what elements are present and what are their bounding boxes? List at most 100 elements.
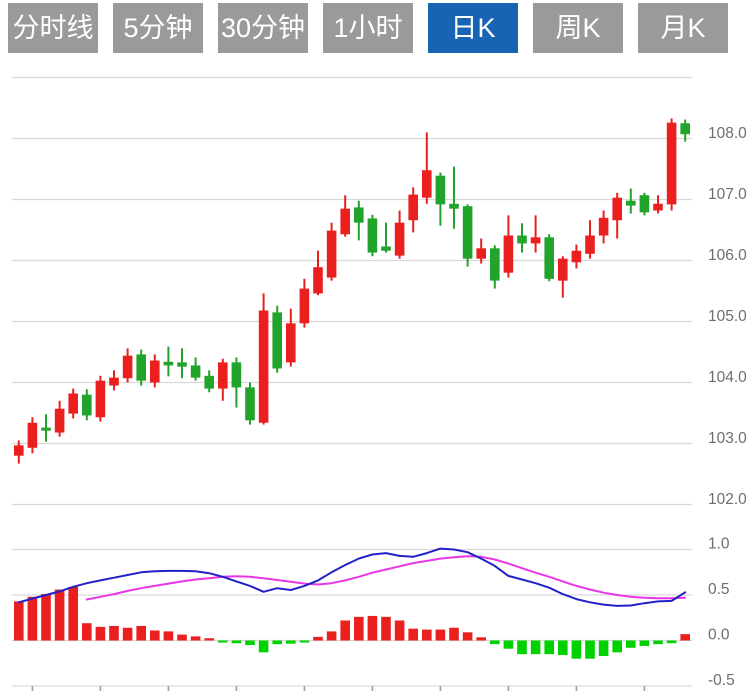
candle-body (449, 203, 459, 209)
candle-body (598, 217, 609, 236)
candle-wick (425, 132, 428, 204)
tab-30min[interactable]: 30分钟 (218, 3, 308, 53)
macd-bar (666, 640, 677, 644)
candle-body (585, 235, 595, 254)
macd-bar (14, 601, 24, 641)
macd-bar (490, 640, 500, 645)
candle-wick (453, 166, 455, 229)
macd-bar (598, 640, 609, 656)
macd-bar (122, 627, 133, 641)
candle-body (666, 122, 677, 205)
macd-bar (394, 620, 405, 641)
candle-body (95, 380, 106, 418)
macd-bar (190, 636, 201, 641)
candle-body (231, 362, 242, 388)
candle-body (422, 170, 432, 198)
macd-bar (150, 630, 160, 641)
macd-bar (585, 640, 595, 659)
candle-body (204, 375, 214, 389)
macd-bar (680, 634, 690, 641)
candle-body (68, 393, 78, 414)
candle-body (490, 248, 500, 281)
candle-body (367, 218, 378, 253)
candle-body (639, 195, 650, 213)
macd-bar (367, 615, 378, 641)
price-axis-label: 103.0 (708, 430, 747, 447)
macd-bar (354, 616, 364, 641)
macd-bar (544, 640, 554, 655)
tab-timeline[interactable]: 分时线 (8, 3, 98, 53)
tab-1hour[interactable]: 1小时 (323, 3, 413, 53)
candle-body (544, 237, 554, 279)
macd-bar (517, 640, 527, 655)
tab-5min[interactable]: 5分钟 (113, 3, 203, 53)
price-axis-label: 105.0 (708, 308, 747, 325)
candle-body (286, 323, 296, 363)
candle-wick (167, 346, 170, 377)
macd-bar (258, 640, 269, 653)
candle-body (476, 248, 486, 259)
candle-body (530, 237, 541, 244)
candle-body (462, 206, 473, 259)
candle-body (435, 175, 446, 205)
candle-body (408, 194, 418, 221)
candles-layer (14, 118, 690, 464)
macd-bar (462, 632, 473, 641)
tab-monthly-k[interactable]: 月K (638, 3, 728, 53)
candle-body (626, 200, 636, 206)
x-axis-ticks-layer (31, 686, 646, 691)
macd-histogram-layer (14, 586, 690, 659)
candle-body (517, 235, 527, 244)
price-axis-label: 102.0 (708, 491, 747, 508)
macd-bar (27, 596, 38, 641)
macd-bar (163, 631, 174, 641)
macd-axis-label: 0.0 (708, 627, 730, 644)
candle-body (14, 445, 24, 456)
candle-body (190, 365, 201, 378)
candle-body (82, 394, 92, 416)
macd-bar (68, 586, 78, 641)
dif-line (17, 547, 687, 607)
candle-body (503, 235, 514, 273)
macd-bar (204, 638, 214, 641)
price-axis-label: 107.0 (708, 186, 747, 203)
macd-bar (408, 628, 418, 641)
candle-body (313, 267, 323, 294)
candle-body (340, 208, 350, 235)
macd-bar (54, 589, 65, 641)
candle-body (150, 360, 160, 383)
macd-axis-label: 0.5 (708, 581, 730, 598)
candle-body (394, 222, 405, 256)
timeframe-tabs: 分时线 5分钟 30分钟 1小时 日K 周K 月K (0, 0, 754, 56)
macd-axis-label: -0.5 (708, 672, 735, 689)
macd-bar (530, 640, 541, 655)
candle-body (558, 258, 568, 281)
macd-bar (231, 640, 242, 644)
macd-bar (136, 625, 146, 641)
candle-body (177, 362, 187, 367)
candle-body (272, 312, 282, 369)
macd-lines-layer (17, 547, 687, 607)
candle-body (41, 427, 51, 431)
candle-body (109, 377, 119, 386)
macd-bar (82, 623, 92, 641)
candle-body (381, 246, 391, 251)
candle-body (54, 408, 65, 433)
candle-body (245, 387, 255, 421)
macd-axis-label: 1.0 (708, 536, 730, 553)
tab-daily-k[interactable]: 日K (428, 3, 518, 53)
macd-bar (503, 640, 514, 649)
macd-bar (313, 636, 323, 641)
macd-bar (571, 640, 582, 659)
candle-body (680, 123, 690, 135)
macd-bar (381, 616, 391, 641)
candle-body (653, 203, 663, 211)
price-axis-label: 106.0 (708, 247, 747, 264)
macd-bar (558, 640, 568, 656)
tab-weekly-k[interactable]: 周K (533, 3, 623, 53)
candle-body (258, 310, 269, 423)
macd-bar (653, 640, 663, 645)
candle-body (571, 250, 582, 263)
